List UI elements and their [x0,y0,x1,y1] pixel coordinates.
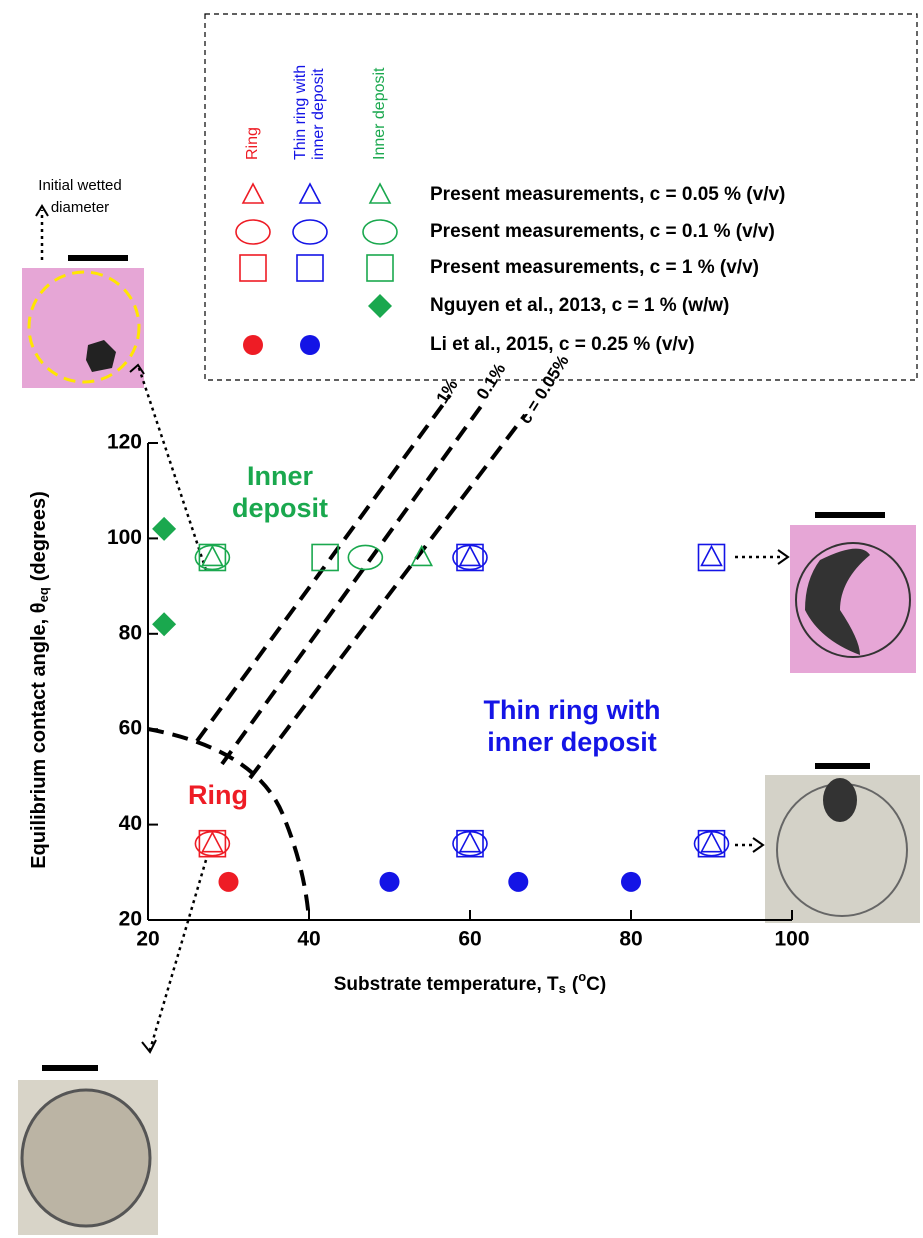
arrow-head [753,838,763,852]
legend-label: Nguyen et al., 2013, c = 1 % (w/w) [430,295,729,316]
triangle-marker [702,546,722,565]
legend-symbol [243,184,263,203]
photo-top-left [22,258,144,388]
x-tick-label: 40 [297,928,320,951]
arrow [150,860,206,1050]
y-axis-title: Equilibrium contact angle, θeq (degrees) [28,491,51,869]
label-part: (degrees) [28,491,50,581]
label-part: Equilibrium contact angle, θ [28,602,50,868]
square-marker [199,831,225,857]
legend-symbol [368,294,392,318]
triangle-marker [460,546,480,565]
legend-symbol [370,184,390,203]
legend-symbol [300,335,320,355]
region-label: Ring [188,780,248,810]
x-tick-label: 20 [136,928,159,951]
deposit [823,778,857,822]
label-part: C) [586,974,606,995]
legend-symbol [243,335,263,355]
x-tick-label: 80 [619,928,642,951]
legend-symbol [363,220,397,244]
triangle-marker [202,546,222,565]
filled-circle-marker [508,872,528,892]
legend-label: Present measurements, c = 0.1 % (v/v) [430,221,775,242]
boundary-label: 0.1% [473,360,510,403]
label-part: eq [36,587,51,602]
y-tick-label: 40 [119,812,142,835]
figure: 2040608010012020406080100Substrate tempe… [0,0,923,1238]
boundary-label: 1% [433,376,462,407]
legend-symbol [300,184,320,203]
square-marker [199,544,225,570]
legend-label: Li et al., 2015, c = 0.25 % (v/v) [430,334,695,355]
label-part: Substrate temperature, T [334,974,559,995]
square-marker [312,544,338,570]
legend-symbol [367,255,393,281]
square-marker [699,544,725,570]
y-tick-label: 80 [119,621,142,644]
label-part: o [578,969,586,984]
boundary-1pct [197,395,450,741]
filled-circle-marker [219,872,239,892]
y-tick-label: 100 [107,526,142,549]
legend-column-label: Ring [244,127,261,160]
legend-label: Present measurements, c = 0.05 % (v/v) [430,184,785,205]
ring [22,1090,150,1226]
x-axis-title: Substrate temperature, Ts(oC) [334,969,606,996]
region-label: Thin ring with [484,695,661,725]
region-label: inner deposit [487,727,657,757]
boundaries [148,395,525,920]
boundary-01pct [222,405,482,764]
square-marker [699,831,725,857]
ellipse-marker [348,545,382,569]
x-tick-label: 100 [774,928,809,951]
region-label: deposit [232,493,328,523]
legend-symbol [236,220,270,244]
y-tick-label: 60 [119,717,142,740]
triangle-marker [202,833,222,852]
photo-right-top [790,515,916,673]
photo-label: diameter [51,199,109,216]
square-marker [457,544,483,570]
legend-symbol [297,255,323,281]
diamond-marker [152,517,176,541]
boundary-label: c = 0.05% [516,352,573,427]
legend-symbol [293,220,327,244]
x-tick-label: 60 [458,928,481,951]
legend-column-label: inner deposit [310,68,327,160]
y-tick-label: 120 [107,431,142,454]
region-label: Inner [247,461,314,491]
arrow-head [142,1040,156,1052]
photo-label: Initial wetted [38,177,121,194]
photo-right-bottom [765,766,920,923]
square-marker [457,831,483,857]
label-part: s [559,981,566,996]
filled-circle-marker [621,872,641,892]
legend-symbol [240,255,266,281]
legend-label: Present measurements, c = 1 % (v/v) [430,257,759,278]
filled-circle-marker [380,872,400,892]
diamond-marker [152,612,176,636]
photo [22,268,144,388]
photo-bottom-left [18,1068,158,1235]
legend-column-label: Inner deposit [371,67,388,160]
triangle-marker [460,833,480,852]
triangle-marker [702,833,722,852]
legend-column-label: Thin ring with [292,65,309,160]
